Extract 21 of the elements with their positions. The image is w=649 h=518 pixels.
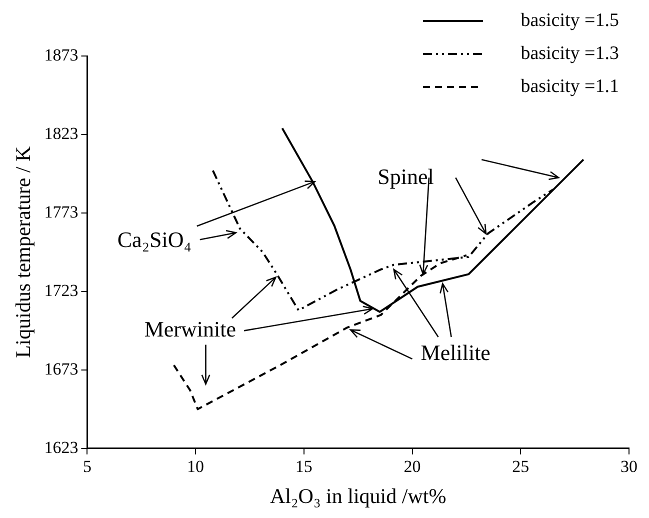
y-tick-label: 1623 <box>44 438 78 457</box>
annotation: Spinel <box>378 164 434 190</box>
y-tick-label: 1873 <box>44 45 78 64</box>
x-tick-label: 25 <box>512 457 530 476</box>
y-tick-label: 1823 <box>44 124 78 143</box>
x-axis-title: Al₂O₃ in liquid /wt% <box>270 484 446 508</box>
annotation: Ca₂SiO₄ <box>117 226 192 252</box>
legend-label: basicity =1.5 <box>520 10 619 32</box>
x-tick-label: 15 <box>295 457 312 476</box>
y-tick-label: 1723 <box>44 280 78 300</box>
legend-label: basicity =1.3 <box>520 42 619 64</box>
x-tick-label: 10 <box>187 457 204 476</box>
x-tick-label: 30 <box>620 457 638 476</box>
annotation: Merwinite <box>144 316 236 342</box>
y-tick-label: 1673 <box>44 359 78 378</box>
legend-label: basicity =1.1 <box>520 76 619 98</box>
x-tick-label: 5 <box>82 457 92 476</box>
x-tick-label: 20 <box>404 457 421 476</box>
y-axis-title: Liquidus temperature / K <box>11 146 36 358</box>
annotation: Melilite <box>420 340 490 366</box>
y-tick-label: 1773 <box>44 202 78 222</box>
